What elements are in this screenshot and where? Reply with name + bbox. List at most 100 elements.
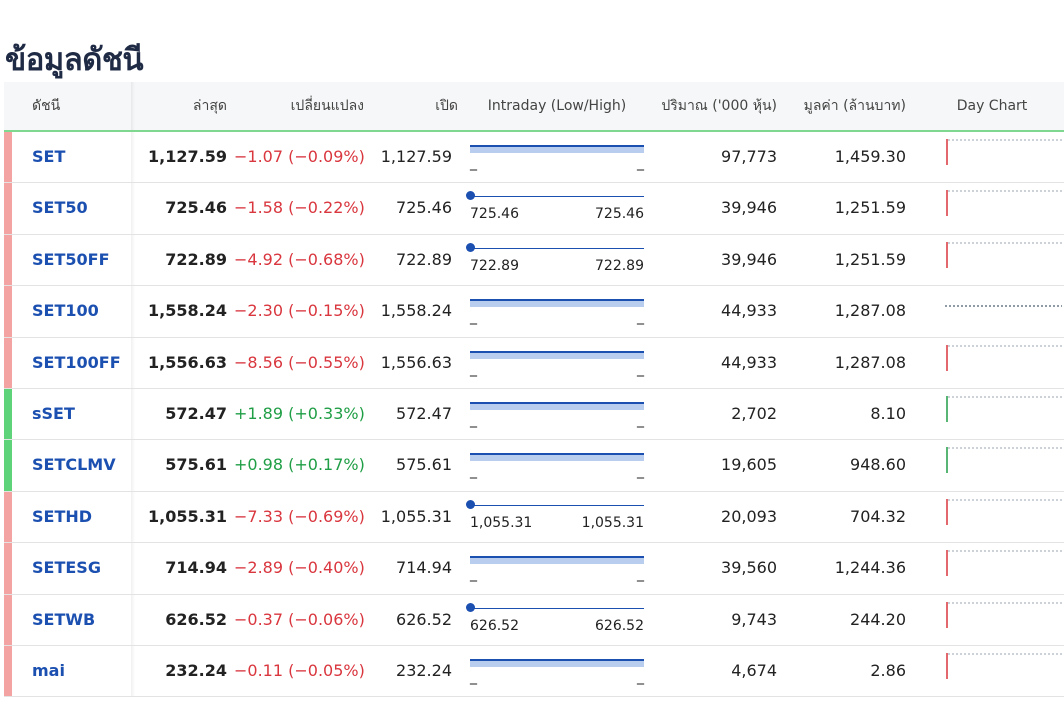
- intraday-high: _: [637, 155, 644, 171]
- day-chart-sparkline[interactable]: [942, 344, 1064, 372]
- volume: 39,946: [721, 249, 777, 269]
- day-chart-sparkline[interactable]: [942, 138, 1064, 166]
- volume: 9,743: [731, 609, 777, 629]
- open-price: 232.24: [396, 660, 452, 680]
- index-name-link[interactable]: SETESG: [32, 558, 101, 578]
- day-chart-sparkline[interactable]: [942, 652, 1064, 680]
- intraday-high: _: [637, 463, 644, 480]
- index-name-link[interactable]: SETWB: [32, 609, 96, 629]
- day-chart-sparkline[interactable]: [942, 549, 1064, 577]
- header-open[interactable]: เปิด: [435, 98, 458, 114]
- table-header: ดัชนี ล่าสุด เปลี่ยนแปลง เปิด Intraday (…: [4, 82, 1064, 132]
- price-change: −7.33 (−0.69%): [234, 506, 365, 526]
- last-price: 1,127.59: [148, 147, 227, 166]
- trade-value: 8.10: [870, 403, 906, 423]
- trade-value: 244.20: [850, 609, 906, 629]
- table-row[interactable]: SET100FF 1,556.63 −8.56 (−0.55%) 1,556.63 _ _…: [4, 337, 1064, 389]
- header-volume[interactable]: ปริมาณ ('000 หุ้น): [661, 98, 777, 114]
- day-chart-sparkline[interactable]: [942, 189, 1064, 217]
- intraday-low: _: [470, 463, 477, 480]
- table-row[interactable]: SET50 725.46 −1.58 (−0.22%) 725.46 725.46 725…: [4, 183, 1064, 235]
- column-separator: [131, 234, 135, 286]
- trade-value: 1,459.30: [834, 147, 906, 166]
- last-price: 626.52: [165, 609, 227, 629]
- index-name-link[interactable]: mai: [32, 660, 65, 680]
- intraday-marker: [466, 242, 475, 252]
- intraday-low: _: [470, 155, 477, 171]
- last-price: 575.61: [165, 455, 227, 475]
- intraday-low: _: [470, 309, 477, 326]
- trade-value: 1,251.59: [834, 198, 906, 218]
- last-price: 722.89: [165, 249, 227, 269]
- intraday-bar: [470, 401, 644, 410]
- trend-indicator-bar: [4, 440, 12, 491]
- header-intraday: Intraday (Low/High): [487, 98, 627, 114]
- column-separator: [131, 132, 135, 183]
- intraday-low: _: [470, 411, 477, 428]
- day-chart-sparkline[interactable]: [942, 601, 1064, 629]
- price-change: −2.89 (−0.40%): [234, 558, 365, 578]
- table-row[interactable]: SET50FF 722.89 −4.92 (−0.68%) 722.89 722.89 7…: [4, 234, 1064, 287]
- column-separator: [131, 645, 135, 697]
- intraday-high: 626.52: [595, 617, 644, 634]
- table-row[interactable]: SETESG 714.94 −2.89 (−0.40%) 714.94 _ _ 39,560…: [4, 543, 1064, 595]
- trend-indicator-bar: [4, 234, 12, 286]
- column-separator: [131, 286, 135, 337]
- table-row[interactable]: SETHD 1,055.31 −7.33 (−0.69%) 1,055.31 1,055…: [4, 491, 1064, 544]
- price-change: −0.11 (−0.05%): [234, 660, 365, 680]
- intraday-marker: [466, 191, 475, 201]
- index-name-link[interactable]: SET50FF: [32, 249, 110, 269]
- day-chart-sparkline[interactable]: [942, 292, 1064, 320]
- column-separator: [131, 82, 135, 130]
- index-name-link[interactable]: SET100FF: [32, 352, 121, 372]
- table-row[interactable]: SETWB 626.52 −0.37 (−0.06%) 626.52 626.52 626…: [4, 594, 1064, 646]
- header-last[interactable]: ล่าสุด: [192, 98, 227, 114]
- header-value[interactable]: มูลค่า (ล้านบาท): [803, 98, 906, 114]
- trend-indicator-bar: [4, 594, 12, 645]
- table-row[interactable]: sSET 572.47 +1.89 (+0.33%) 572.47 _ _ 2,702 8.1…: [4, 388, 1064, 441]
- intraday-bar: [470, 299, 644, 308]
- intraday-marker: [466, 602, 475, 612]
- index-name-link[interactable]: SET100: [32, 301, 99, 321]
- day-chart-sparkline[interactable]: [942, 446, 1064, 474]
- table-row[interactable]: SET100 1,558.24 −2.30 (−0.15%) 1,558.24 _ _ 44…: [4, 286, 1064, 338]
- open-price: 1,055.31: [380, 506, 452, 526]
- intraday-bar: [470, 453, 644, 462]
- trade-value: 704.32: [850, 506, 906, 526]
- volume: 39,946: [721, 198, 777, 218]
- intraday-range: 1,055.31 1,055.31: [466, 492, 644, 542]
- trend-indicator-bar: [4, 491, 12, 543]
- index-name-link[interactable]: SET: [32, 147, 66, 166]
- day-chart-sparkline[interactable]: [942, 395, 1064, 423]
- trend-indicator-bar: [4, 337, 12, 388]
- trend-indicator-bar: [4, 132, 12, 183]
- last-price: 1,558.24: [148, 301, 227, 321]
- header-change[interactable]: เปลี่ยนแปลง: [290, 98, 364, 114]
- volume: 20,093: [721, 506, 777, 526]
- table-row[interactable]: SETCLMV 575.61 +0.98 (+0.17%) 575.61 _ _ 19,60…: [4, 440, 1064, 492]
- table-row[interactable]: mai 232.24 −0.11 (−0.05%) 232.24 _ _ 4,674 2.86: [4, 645, 1064, 698]
- intraday-high: _: [637, 309, 644, 326]
- price-change: −4.92 (−0.68%): [234, 249, 365, 269]
- index-name-link[interactable]: SETHD: [32, 506, 93, 526]
- trend-indicator-bar: [4, 388, 12, 440]
- volume: 2,702: [731, 403, 777, 423]
- open-price: 725.46: [396, 198, 452, 218]
- intraday-low: _: [470, 566, 477, 583]
- intraday-low: _: [470, 668, 477, 685]
- volume: 44,933: [721, 352, 777, 372]
- index-name-link[interactable]: SET50: [32, 198, 88, 218]
- intraday-bar: [470, 145, 644, 153]
- table-row[interactable]: SET 1,127.59 −1.07 (−0.09%) 1,127.59 _ _ 97,77…: [4, 132, 1064, 184]
- header-index[interactable]: ดัชนี: [32, 98, 61, 114]
- index-name-link[interactable]: SETCLMV: [32, 455, 116, 475]
- day-chart-sparkline[interactable]: [942, 241, 1064, 269]
- intraday-high: _: [637, 668, 644, 685]
- day-chart-sparkline[interactable]: [942, 498, 1064, 526]
- last-price: 1,055.31: [148, 506, 227, 526]
- price-change: −1.07 (−0.09%): [234, 147, 365, 166]
- intraday-line: [470, 607, 644, 609]
- column-separator: [131, 543, 135, 594]
- trade-value: 1,244.36: [834, 558, 906, 578]
- index-name-link[interactable]: sSET: [32, 403, 75, 423]
